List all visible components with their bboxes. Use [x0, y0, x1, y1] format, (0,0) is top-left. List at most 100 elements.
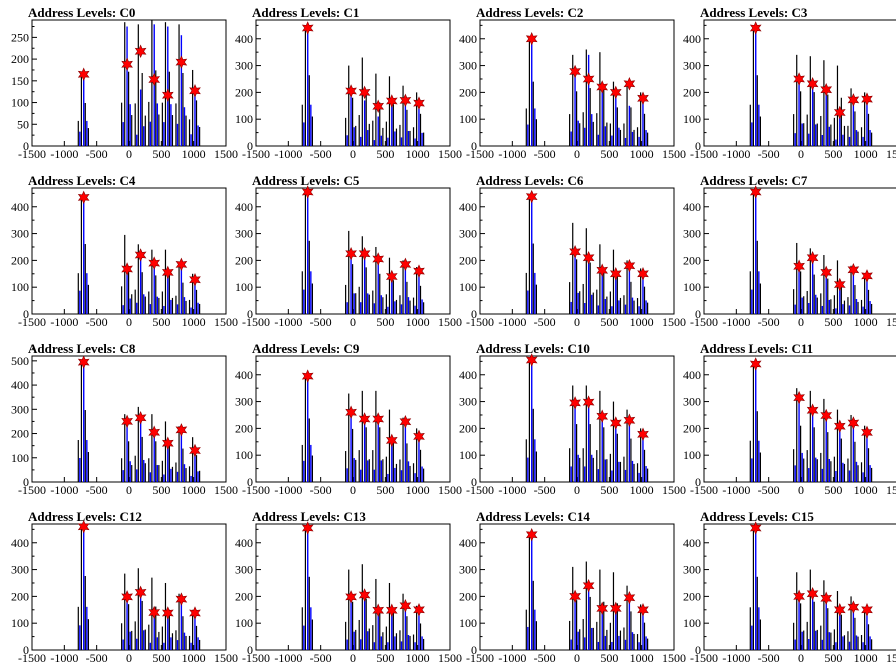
y-tick-label: 0	[23, 643, 29, 657]
peak-marker	[175, 55, 188, 69]
peak-marker	[301, 369, 314, 383]
peak-marker	[345, 246, 357, 261]
y-tick-label: 200	[459, 421, 477, 435]
x-tick-label: 1500	[886, 147, 896, 161]
peak-marker	[820, 408, 833, 423]
peak-marker	[861, 92, 873, 106]
peak-marker	[525, 527, 538, 542]
peak-marker	[793, 390, 805, 405]
x-tick-label: 500	[376, 147, 394, 161]
x-tick-label: 1500	[438, 147, 462, 161]
panel-14: Address Levels: C14 0 100 200 300 400 -1500 -10…	[459, 509, 686, 665]
peak-marker	[358, 412, 371, 426]
y-tick-label: 0	[23, 475, 29, 489]
peak-marker	[372, 412, 385, 426]
peak-marker	[833, 277, 846, 292]
panel-title: Address Levels: C14	[476, 509, 590, 524]
x-tick-label: 1500	[214, 147, 238, 161]
x-tick-label: 500	[152, 483, 170, 497]
x-tick-label: 1500	[886, 651, 896, 665]
x-tick-label: 0	[574, 315, 580, 329]
x-tick-label: 1000	[182, 315, 206, 329]
y-tick-label: 200	[11, 589, 29, 603]
y-tick-label: 200	[11, 52, 29, 66]
x-tick-label: 1000	[406, 483, 430, 497]
y-tick-label: 300	[459, 59, 477, 73]
y-tick-label: 300	[459, 227, 477, 241]
peak-marker	[413, 429, 425, 444]
x-tick-label: -500	[758, 483, 780, 497]
x-tick-label: 1500	[886, 483, 896, 497]
peak-marker	[833, 603, 846, 617]
peak-marker	[175, 592, 188, 606]
x-tick-label: 1000	[630, 483, 654, 497]
peak-marker	[189, 272, 201, 287]
peak-marker	[161, 265, 174, 280]
panel-10: Address Levels: C10 0 100 200 300 400 -1500 -10…	[459, 341, 686, 497]
peak-marker	[569, 589, 581, 604]
peak-marker	[385, 94, 398, 108]
panel-11: Address Levels: C11 0 100 200 300 400 -1500 -10…	[683, 341, 896, 497]
x-tick-label: -1500	[466, 651, 494, 665]
peak-marker	[525, 353, 538, 367]
peak-marker	[413, 96, 425, 110]
x-tick-label: -1500	[18, 483, 46, 497]
y-tick-label: 400	[459, 536, 477, 550]
peak-marker	[525, 32, 538, 46]
peak-marker	[806, 586, 819, 601]
x-tick-label: -1000	[722, 315, 750, 329]
peak-marker	[847, 263, 860, 277]
x-tick-label: 0	[126, 483, 132, 497]
peak-marker	[637, 91, 649, 106]
peak-marker	[77, 67, 90, 82]
peak-marker	[793, 589, 805, 604]
y-tick-label: 100	[235, 280, 253, 294]
x-tick-label: 1500	[662, 651, 686, 665]
x-tick-label: -1000	[722, 147, 750, 161]
panel-title: Address Levels: C4	[28, 173, 136, 188]
y-tick-label: 200	[459, 589, 477, 603]
panel-title: Address Levels: C5	[252, 173, 360, 188]
peak-marker	[596, 263, 609, 278]
x-tick-label: 1500	[214, 483, 238, 497]
peak-marker	[358, 85, 371, 100]
panel-title: Address Levels: C6	[476, 173, 584, 188]
peak-marker	[847, 416, 860, 430]
y-tick-label: 200	[683, 85, 701, 99]
x-tick-label: 0	[798, 147, 804, 161]
peak-marker	[121, 414, 133, 429]
peak-marker	[399, 93, 412, 108]
x-tick-label: -500	[86, 315, 108, 329]
x-tick-label: -500	[310, 483, 332, 497]
peak-marker	[358, 588, 371, 602]
x-tick-label: -1500	[690, 483, 718, 497]
peak-marker	[806, 403, 819, 417]
y-tick-label: 100	[11, 451, 29, 465]
x-tick-label: -500	[534, 315, 556, 329]
x-tick-label: 1000	[630, 147, 654, 161]
peak-marker	[413, 264, 425, 278]
peak-marker	[609, 601, 622, 616]
x-tick-label: 500	[824, 315, 842, 329]
y-tick-label: 400	[235, 368, 253, 382]
peak-marker	[413, 603, 425, 617]
peak-marker	[609, 267, 622, 281]
y-tick-label: 300	[11, 227, 29, 241]
y-tick-label: 200	[11, 253, 29, 267]
peak-marker	[148, 72, 161, 87]
x-tick-label: 500	[824, 147, 842, 161]
peak-marker	[134, 248, 147, 262]
x-tick-label: -500	[86, 651, 108, 665]
y-tick-label: 400	[235, 32, 253, 46]
x-tick-label: 500	[152, 651, 170, 665]
panel-title: Address Levels: C3	[700, 5, 808, 20]
peak-marker	[609, 416, 622, 430]
x-tick-label: 500	[152, 315, 170, 329]
peak-marker	[793, 72, 805, 86]
y-tick-label: 200	[235, 253, 253, 267]
x-tick-label: 1500	[214, 315, 238, 329]
peak-marker	[582, 72, 595, 86]
y-tick-label: 400	[11, 200, 29, 214]
panel-title: Address Levels: C11	[700, 341, 813, 356]
